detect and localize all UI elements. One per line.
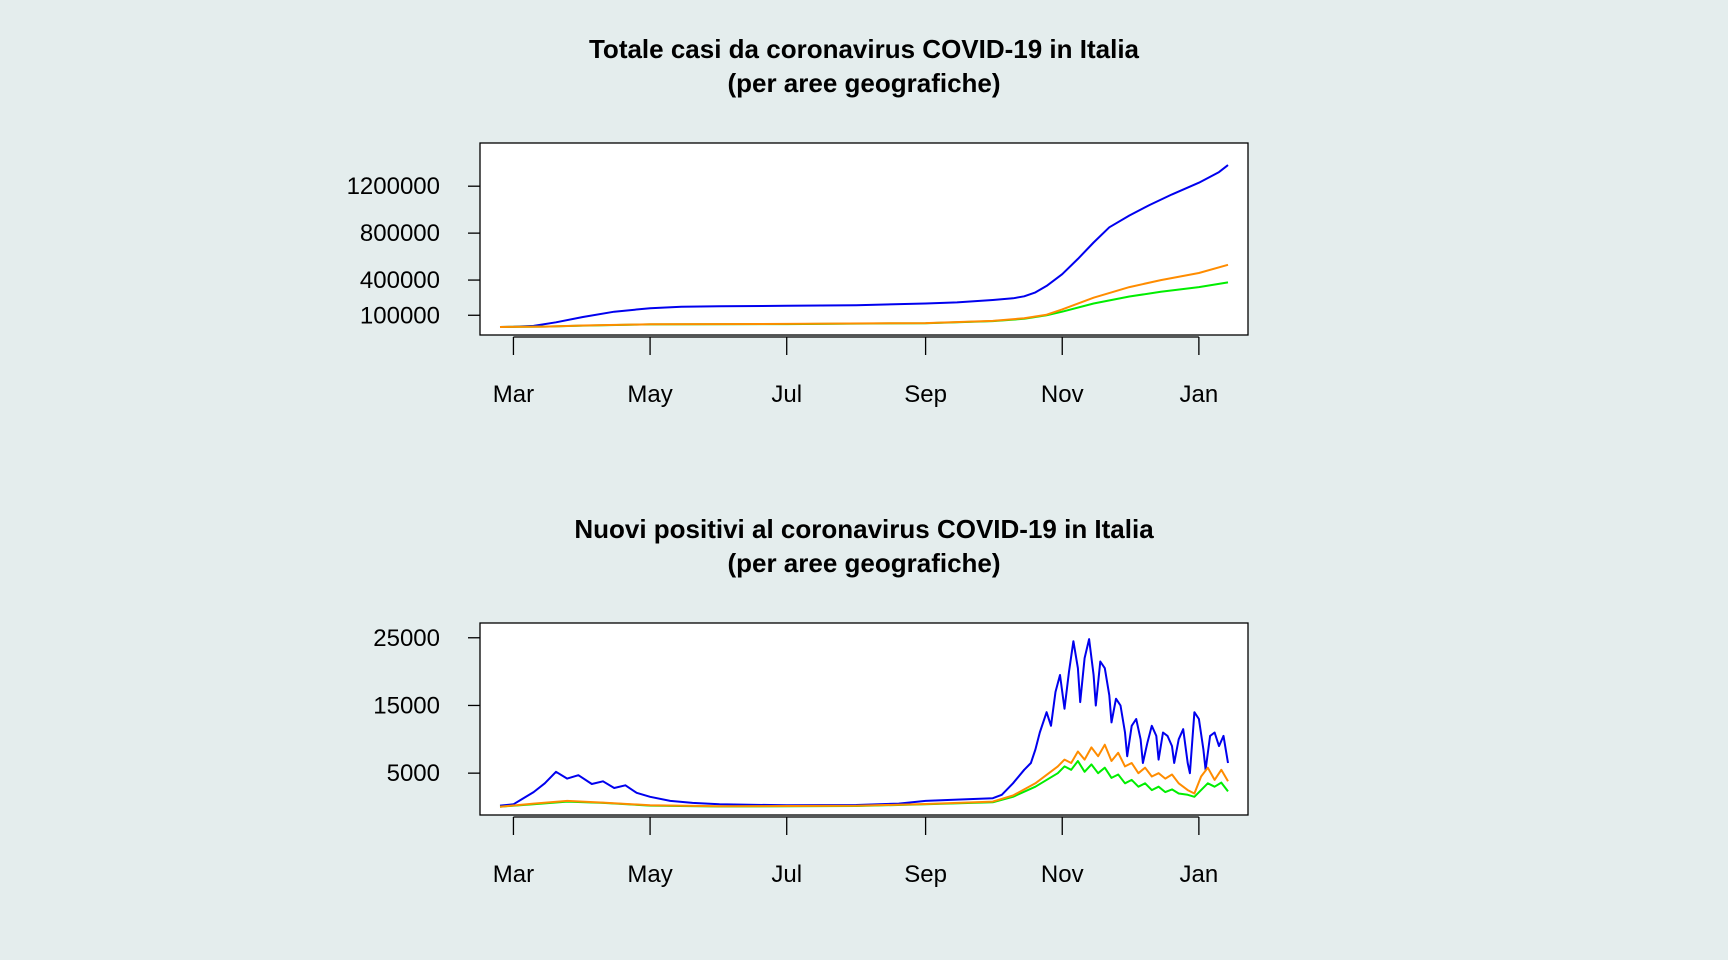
new-positives-title: Nuovi positivi al coronavirus COVID-19 i… — [574, 514, 1154, 544]
total-cases-line-2 — [499, 263, 1229, 328]
total-cases-title: Totale casi da coronavirus COVID-19 in I… — [589, 34, 1140, 64]
new-positives-series — [499, 638, 1229, 808]
total-cases-y-tick-label-0: 100000 — [360, 302, 440, 329]
new-positives-x-tick-label-3: Sep — [904, 861, 947, 888]
new-positives-x-axis: Mar May Jul Sep Nov Jan — [493, 816, 1219, 888]
total-cases-x-tick-label-5: Jan — [1180, 381, 1219, 408]
total-cases-x-axis: Mar May Jul Sep Nov Jan — [493, 336, 1219, 408]
new-positives-line-2 — [499, 743, 1229, 808]
total-cases-x-tick-label-1: May — [627, 381, 672, 408]
total-cases-chart: Totale casi da coronavirus COVID-19 in I… — [347, 34, 1249, 408]
new-positives-subtitle: (per aree geografiche) — [727, 548, 1000, 578]
total-cases-plot-area — [479, 142, 1249, 336]
total-cases-line-0 — [499, 164, 1229, 328]
new-positives-y-tick-label-2: 25000 — [373, 625, 440, 652]
new-positives-y-tick-label-0: 5000 — [387, 760, 440, 787]
new-positives-line-0 — [499, 638, 1229, 807]
total-cases-x-tick-label-2: Jul — [771, 381, 802, 408]
new-positives-y-tick-label-1: 15000 — [373, 692, 440, 719]
total-cases-series — [499, 164, 1229, 328]
new-positives-x-tick-label-2: Jul — [771, 861, 802, 888]
total-cases-subtitle: (per aree geografiche) — [727, 68, 1000, 98]
total-cases-y-axis: 100000 400000 800000 1200000 — [347, 173, 480, 329]
total-cases-x-tick-label-3: Sep — [904, 381, 947, 408]
new-positives-x-tick-label-1: May — [627, 861, 672, 888]
new-positives-y-axis: 5000 15000 25000 — [373, 625, 480, 787]
new-positives-x-tick-label-5: Jan — [1180, 861, 1219, 888]
new-positives-x-tick-label-0: Mar — [493, 861, 534, 888]
total-cases-y-tick-label-2: 800000 — [360, 220, 440, 247]
new-positives-chart: Nuovi positivi al coronavirus COVID-19 i… — [373, 514, 1249, 888]
total-cases-y-tick-label-3: 1200000 — [347, 173, 440, 200]
total-cases-x-tick-label-0: Mar — [493, 381, 534, 408]
total-cases-y-tick-label-1: 400000 — [360, 267, 440, 294]
new-positives-plot-area — [479, 622, 1249, 816]
total-cases-x-tick-label-4: Nov — [1041, 381, 1084, 408]
new-positives-x-tick-label-4: Nov — [1041, 861, 1084, 888]
